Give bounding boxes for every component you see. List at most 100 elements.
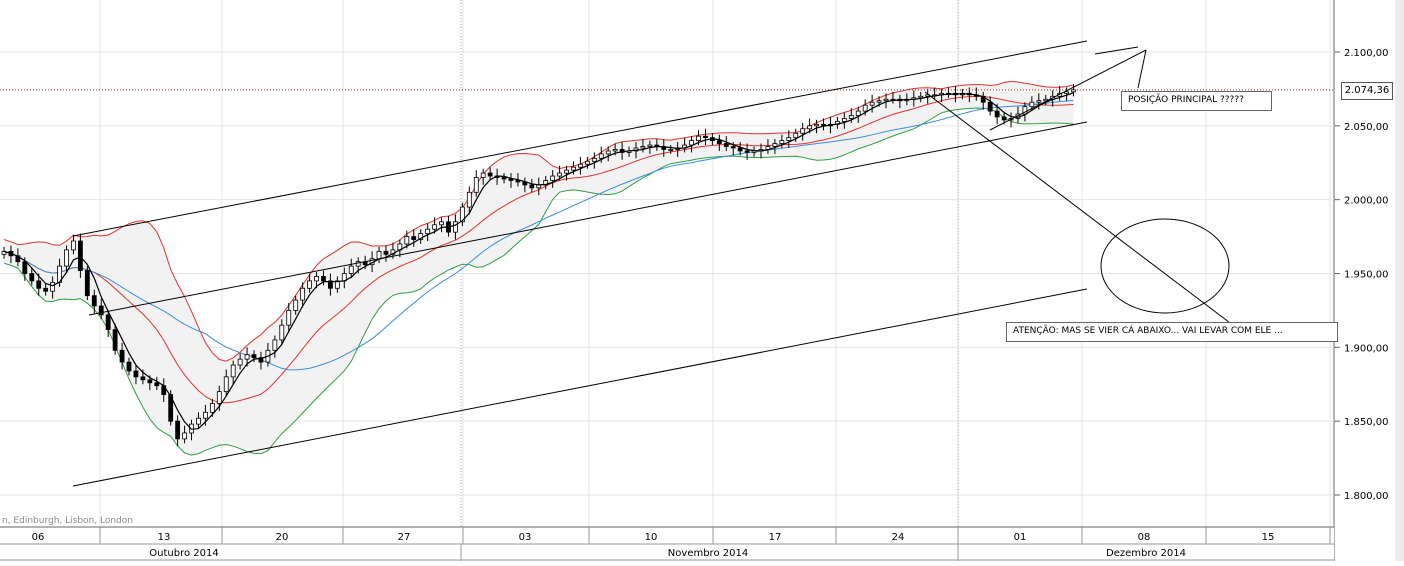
timezone-label: n, Edinburgh, Lisbon, London [2,516,133,526]
candle-body [258,357,264,363]
candle-body [480,172,486,178]
candle-body [36,280,42,289]
candle-body [348,265,354,274]
candle-body [918,95,924,99]
candle-body [459,206,465,223]
candle-body [841,118,847,122]
candle-body [557,172,562,177]
x-tick-label: 15 [1262,532,1275,543]
last-price-label: 2.074,36 [1341,82,1393,100]
candle-body [216,391,222,404]
y-tick-label: 1.800,00 [1344,491,1389,502]
candle-body [64,249,69,267]
candle-body [29,273,35,282]
candle-body [876,100,882,103]
candle-body [689,140,694,146]
candle-body [126,361,132,372]
candle-body [571,166,576,171]
candle-body [22,261,28,274]
candle-body [1064,91,1069,94]
candle-body [376,250,382,260]
candle-body [98,305,104,316]
x-tick-label: 06 [32,532,45,543]
x-tick-label: 17 [769,532,782,543]
candle-body [730,146,736,149]
candle-body [515,180,521,183]
candle-body [223,376,229,393]
candle-body [321,276,326,282]
candle-body [605,150,611,155]
candle-body [175,420,181,440]
channel-middle-line [88,121,1088,316]
x-month-label: Outubro 2014 [149,548,218,559]
projection-short-line [1094,46,1139,55]
y-tick-label: 2.050,00 [1344,122,1389,133]
candle-body [425,228,431,235]
candle-body [668,149,674,151]
candle-body [84,270,90,297]
candle-body [591,157,597,162]
candle-body [140,376,146,381]
candle-body [487,172,493,177]
candle-body [800,128,806,134]
candle-body [1001,116,1007,121]
candle-body [786,137,792,142]
candle-body [855,110,861,116]
candle-body [529,184,535,189]
bollinger-upper-line [3,80,1074,362]
candle-body [508,178,514,181]
x-tick-label: 27 [398,532,411,543]
x-month-label: Dezembro 2014 [1106,548,1186,559]
candle-body [300,287,306,301]
candle-body [640,146,646,149]
bollinger-band-fill [4,81,1074,456]
candle-body [237,358,243,366]
x-tick-label: 13 [158,532,171,543]
x-tick-label: 08 [1138,532,1151,543]
candle-body [550,175,556,181]
candle-body [432,224,437,230]
candle-body [466,191,472,208]
candle-body [1071,89,1076,93]
candle-body [230,364,236,378]
candle-body [314,276,319,282]
candle-body [994,110,1000,118]
candle-body [272,339,278,351]
candle-body [814,123,819,127]
pointer-to-note-line [1137,49,1147,89]
candle-body [355,261,361,267]
candle-body [209,403,215,413]
candle-body [293,299,299,311]
candle-body [105,314,111,331]
moving-average-slow-line [3,100,1074,371]
candle-body [1029,101,1035,108]
candle-body [286,310,292,326]
candle-body [862,104,868,112]
candle-body [334,280,340,289]
candle-body [501,177,507,180]
candle-body [772,143,778,147]
y-tick-label: 1.850,00 [1344,417,1389,428]
candle-body [147,379,153,384]
candle-body [77,240,83,271]
x-tick-label: 01 [1014,532,1027,543]
candle-body [203,411,208,419]
candle-body [584,160,590,165]
candle-body [453,221,458,233]
candle-body [848,115,854,119]
candle-body [1036,100,1042,103]
candle-body [779,140,785,144]
candle-body [737,147,743,152]
annotation-warning: ATENÇÃO: MAS SE VIER CÁ ABAIXO... VAI LE… [1006,322,1338,342]
y-tick-label: 2.000,00 [1344,196,1389,207]
moving-average-fast-line [3,92,1074,430]
candle-body [869,101,875,106]
candle-body [987,101,993,112]
candle-body [182,432,187,440]
candle-body [612,149,618,152]
projection-down-line [924,91,1247,336]
channel-upper-line [72,40,1088,237]
x-tick-label: 20 [276,532,289,543]
candle-body [1,250,7,255]
